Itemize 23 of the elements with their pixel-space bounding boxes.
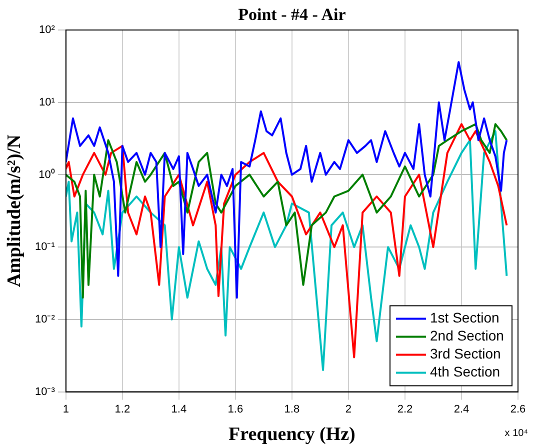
x-tick-label: 1.2 [114,403,130,416]
x-tick-label: 1.4 [171,403,187,416]
x-tick-label: 2.4 [454,403,470,416]
x-tick-label: 1 [62,403,69,416]
y-tick-label: 10² [38,24,56,36]
y-tick-label: 10⁻¹ [34,241,56,254]
legend-label: 4th Section [430,364,500,380]
x-tick-label: 1.6 [228,403,244,416]
x-tick-label: 1.8 [284,403,300,416]
y-axis-title: Amplitude(m/s²)/N [4,134,25,288]
y-tick-label: 10⁻³ [34,386,56,398]
x-axis-title: Frequency (Hz) [228,424,356,445]
y-tick-label: 10⁰ [38,168,55,181]
text: x 10⁴ [504,428,528,439]
x-tick-label: 2.2 [397,403,413,416]
legend-label: 2nd Section [430,328,504,344]
legend-label: 3rd Section [430,346,501,362]
y-tick-label: 10¹ [38,96,56,108]
legend-label: 1st Section [430,310,500,326]
y-tick-label: 10⁻² [34,313,56,326]
chart-title: Point - #4 - Air [238,5,346,24]
x-tick-label: 2 [345,403,352,416]
x-tick-label: 2.6 [510,403,526,416]
